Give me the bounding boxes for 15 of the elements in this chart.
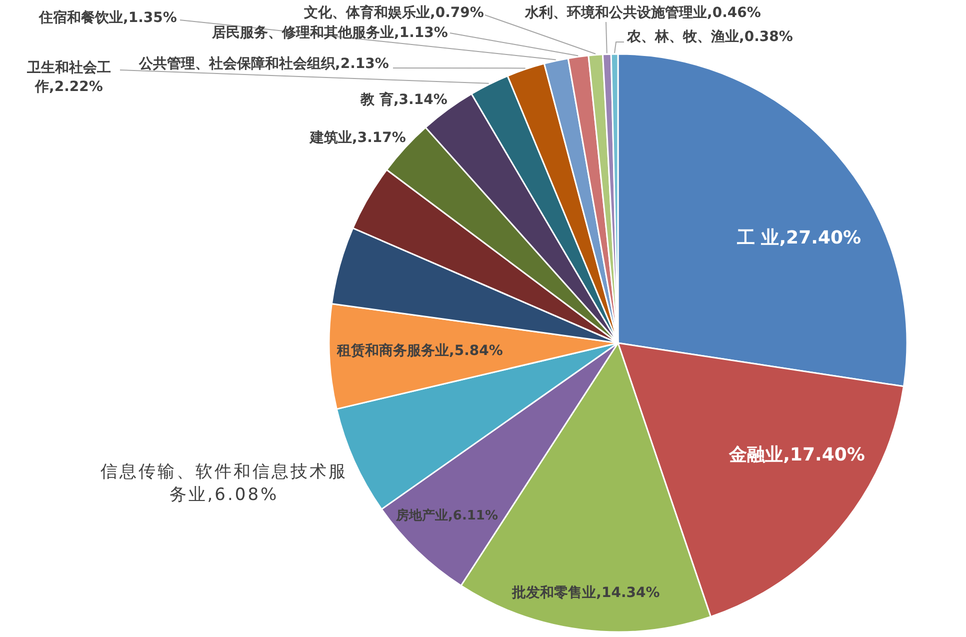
slice-label: 金融业,17.40% [728, 444, 865, 466]
slice-label: 建筑业,3.17% [309, 130, 406, 146]
slice-label: 住宿和餐饮业,1.35% [38, 9, 177, 26]
slice-label: 工 业,27.40% [736, 228, 862, 248]
slice-label: 农、林、牧、渔业,0.38% [626, 29, 793, 45]
slice-label: 批发和零售业,14.34% [511, 585, 660, 601]
slice-label: 水利、环境和公共设施管理业,0.46% [524, 4, 761, 21]
slice-label: 信息传输、软件和信息技术服务业,6.08% [100, 462, 348, 505]
slice-label: 文化、体育和娱乐业,0.79% [303, 4, 484, 21]
slice-label: 教 育,3.14% [360, 91, 448, 108]
slice-label: 居民服务、修理和其他服务业,1.13% [211, 25, 448, 41]
slice-label: 租赁和商务服务业,5.84% [336, 342, 503, 359]
slice-label: 公共管理、社会保障和社会组织,2.13% [138, 55, 389, 72]
slice-label: 房地产业,6.11% [394, 508, 498, 524]
slice-label: 卫生和社会工作,2.22% [26, 60, 111, 95]
